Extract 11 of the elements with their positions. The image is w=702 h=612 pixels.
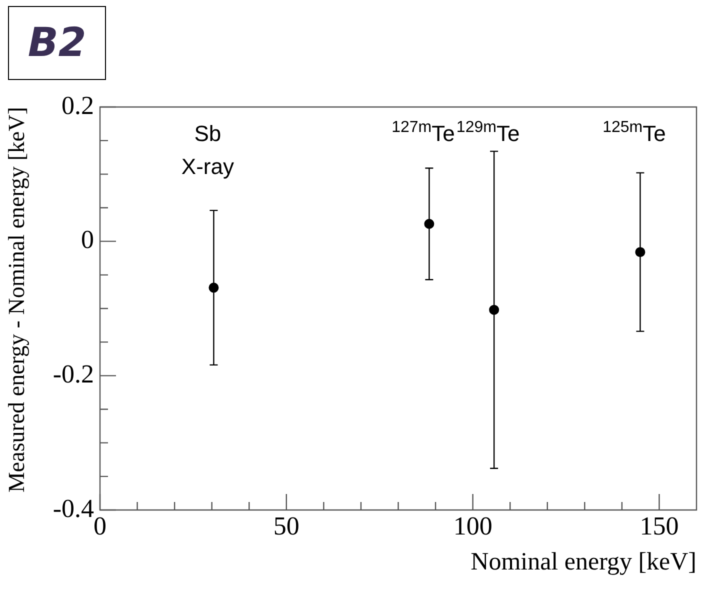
y-tick-label: 0.2 (62, 90, 94, 120)
chart-title: B2 (8, 6, 106, 80)
y-tick-label: -0.2 (52, 359, 94, 388)
y-tick-label: 0 (81, 225, 94, 254)
x-axis-title: Nominal energy [keV] (470, 548, 696, 576)
x-tick-label: 50 (273, 511, 300, 540)
y-axis-title: Measured energy - Nominal energy [keV] (4, 107, 29, 493)
x-tick-label: 150 (640, 511, 679, 540)
x-tick-label: 100 (453, 511, 492, 540)
y-tick-label: -0.4 (52, 494, 94, 523)
annotation: Sb X-ray (181, 121, 234, 179)
